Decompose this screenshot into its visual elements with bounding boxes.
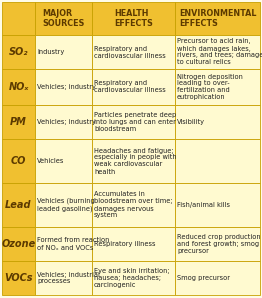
Text: VOCs: VOCs <box>4 273 33 283</box>
Text: Nitrogen deposition
leading to over-
fertilization and
eutrophication: Nitrogen deposition leading to over- fer… <box>177 74 243 100</box>
Text: Accumulates in
bloodstream over time;
damages nervous
system: Accumulates in bloodstream over time; da… <box>94 192 172 218</box>
Text: Eye and skin irritation;
nausea; headaches;
carcinogenic: Eye and skin irritation; nausea; headach… <box>94 268 170 288</box>
Text: Vehicles; industry: Vehicles; industry <box>37 84 96 90</box>
Bar <box>92 69 175 105</box>
Text: Lead: Lead <box>5 200 32 210</box>
Text: Respiratory illness: Respiratory illness <box>94 241 156 247</box>
Bar <box>2 35 35 69</box>
Bar <box>92 183 175 227</box>
Bar <box>35 35 92 69</box>
Text: Vehicles (burning
leaded gasoline): Vehicles (burning leaded gasoline) <box>37 198 95 212</box>
Text: Respiratory and
cardiovascular illness: Respiratory and cardiovascular illness <box>94 80 166 94</box>
Text: Vehicles; industrial
processes: Vehicles; industrial processes <box>37 271 100 285</box>
Bar <box>175 2 260 35</box>
Text: MAJOR
SOURCES: MAJOR SOURCES <box>42 9 85 28</box>
Bar <box>175 261 260 295</box>
Bar <box>2 139 35 183</box>
Bar <box>35 183 92 227</box>
Bar <box>92 227 175 261</box>
Bar <box>35 227 92 261</box>
Text: NOₓ: NOₓ <box>8 82 29 92</box>
Text: Vehicles: Vehicles <box>37 158 64 164</box>
Bar <box>175 227 260 261</box>
Text: Vehicles; industry: Vehicles; industry <box>37 119 96 125</box>
Bar <box>92 139 175 183</box>
Bar <box>175 183 260 227</box>
Text: Smog precursor: Smog precursor <box>177 275 230 281</box>
Bar <box>2 105 35 139</box>
Text: ENVIRONMENTAL
EFFECTS: ENVIRONMENTAL EFFECTS <box>179 9 256 28</box>
Text: Reduced crop production
and forest growth; smog
precursor: Reduced crop production and forest growt… <box>177 234 261 254</box>
Text: Visibility: Visibility <box>177 119 205 125</box>
Bar <box>92 2 175 35</box>
Bar <box>92 35 175 69</box>
Bar <box>35 2 92 35</box>
Bar <box>2 183 35 227</box>
Text: Particles penetrate deep
into lungs and can enter
bloodstream: Particles penetrate deep into lungs and … <box>94 112 176 132</box>
Text: Ozone: Ozone <box>1 239 36 249</box>
Bar <box>2 2 35 35</box>
Text: CO: CO <box>11 156 26 166</box>
Text: Formed from reaction
of NOₓ and VOCs: Formed from reaction of NOₓ and VOCs <box>37 238 109 251</box>
Bar <box>35 105 92 139</box>
Bar <box>175 35 260 69</box>
Text: Fish/animal kills: Fish/animal kills <box>177 202 230 208</box>
Bar <box>175 139 260 183</box>
Text: Industry: Industry <box>37 49 64 55</box>
Bar <box>35 261 92 295</box>
Bar <box>35 69 92 105</box>
Bar <box>2 69 35 105</box>
Bar <box>92 261 175 295</box>
Bar <box>175 105 260 139</box>
Bar <box>2 261 35 295</box>
Text: Respiratory and
cardiovascular illness: Respiratory and cardiovascular illness <box>94 46 166 58</box>
Text: SO₂: SO₂ <box>9 47 28 57</box>
Bar <box>175 69 260 105</box>
Bar <box>2 227 35 261</box>
Text: PM: PM <box>10 117 27 127</box>
Bar <box>92 105 175 139</box>
Text: Precursor to acid rain,
which damages lakes,
rivers, and trees; damage
to cultur: Precursor to acid rain, which damages la… <box>177 38 262 66</box>
Text: HEALTH
EFFECTS: HEALTH EFFECTS <box>114 9 153 28</box>
Bar <box>35 139 92 183</box>
Text: Headaches and fatigue;
especially in people with
weak cardiovascular
health: Headaches and fatigue; especially in peo… <box>94 148 177 175</box>
